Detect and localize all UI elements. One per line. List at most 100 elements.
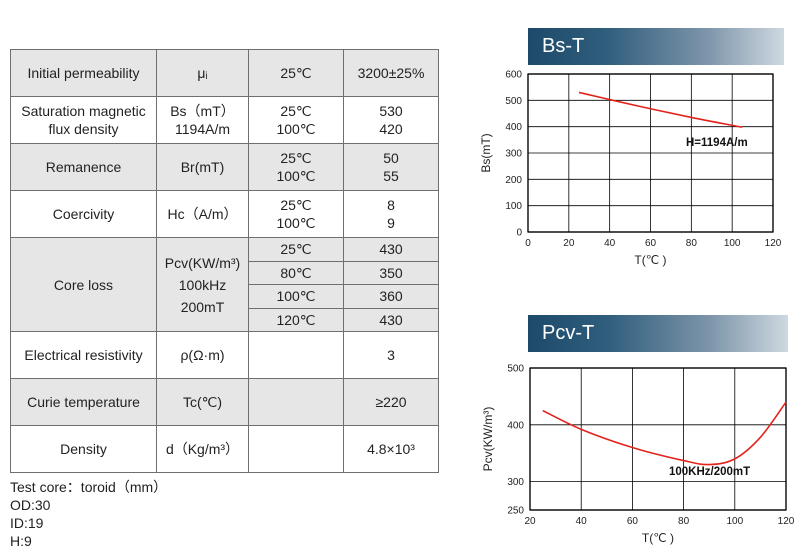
y-tick-label: 500: [507, 364, 524, 375]
x-axis-label: T(℃ ): [642, 531, 674, 545]
symbol-cell: Tc(℃): [156, 378, 249, 426]
value-cell: 4.8×10³: [343, 425, 439, 473]
property-cell: Initial permeability: [10, 49, 157, 97]
condition-value: 100℃: [276, 121, 316, 137]
value-cell: 3200±25%: [343, 49, 439, 97]
symbol-line: Pcv(KW/m³): [164, 254, 241, 271]
table-row: 100℃ 360: [11, 284, 439, 309]
y-tick-label: 600: [505, 70, 522, 81]
table-row: Curie temperature Tc(℃) ≥220: [10, 378, 439, 426]
value-text: 8: [387, 197, 395, 213]
y-axis-label: Bs(mT): [479, 133, 493, 172]
value-cell: 350: [343, 260, 439, 285]
table-row: 80℃ 350: [11, 260, 439, 285]
value-text: 9: [387, 215, 395, 231]
x-tick-label: 60: [627, 516, 639, 527]
chart-annotation: 100KHz/200mT: [669, 466, 750, 478]
condition-cell: 25℃ 100℃: [248, 96, 344, 144]
table-row: Coercivity Hc（A/m） 25℃ 100℃ 8 9: [10, 190, 439, 238]
plot-frame: [527, 73, 774, 233]
x-tick-label: 20: [524, 516, 536, 527]
condition-cell: 25℃ 100℃: [248, 143, 344, 191]
table-row: Initial permeability μᵢ 25℃ 3200±25%: [10, 49, 439, 97]
condition-value: 25℃: [280, 65, 312, 81]
note-line: ID:19: [10, 515, 44, 531]
note-line: H:9: [10, 533, 32, 549]
property-cell: Electrical resistivity: [10, 331, 157, 379]
table-row: Saturation magnetic flux density Bs（mT） 1…: [10, 96, 439, 144]
condition-cell: [248, 425, 344, 473]
condition-cell: [248, 378, 344, 426]
value-text: 50: [383, 150, 399, 166]
property-cell: Density: [10, 425, 157, 473]
series-line: [578, 91, 743, 128]
symbol-cell: d（Kg/m³）: [156, 425, 249, 473]
condition-value: 25℃: [280, 150, 312, 166]
y-tick-label: 300: [505, 149, 522, 160]
bs-t-chart: 0 20 40 60 80 100 120 0 100 200 300 400 500 600 T(℃ ) B…: [479, 70, 782, 268]
condition-value: 25℃: [280, 197, 312, 213]
symbol-cell: ρ(Ω·m): [156, 331, 249, 379]
value-text: 3: [387, 347, 395, 363]
x-tick-label: 120: [778, 516, 795, 527]
y-tick-label: 300: [507, 477, 524, 488]
symbol-cell: Bs（mT） 1194A/m: [156, 96, 249, 144]
value-text: ≥220: [375, 394, 407, 410]
y-tick-label: 250: [507, 506, 524, 517]
series-line: [542, 401, 787, 466]
x-tick-label: 0: [525, 238, 531, 249]
value-text: 4.8×10³: [367, 441, 415, 457]
plot-frame: [529, 367, 787, 511]
condition-cell: 25℃: [248, 49, 344, 97]
condition-cell: 80℃: [248, 260, 344, 285]
property-cell: Coercivity: [10, 190, 157, 238]
y-tick-label: 200: [505, 175, 522, 186]
x-tick-label: 120: [765, 238, 782, 249]
condition-value: 25℃: [280, 103, 312, 119]
x-axis-label: T(℃ ): [634, 253, 666, 267]
pcv-t-chart: 20 40 60 80 100 120 250 300 400 500 T(℃ ) Pcv(KW/m³…: [481, 364, 795, 546]
value-text: 55: [383, 168, 399, 184]
value-cell: 3: [343, 331, 439, 379]
chart-title-pcv: Pcv-T: [528, 315, 788, 352]
value-text: 420: [379, 121, 403, 137]
property-cell: Core loss: [10, 237, 157, 332]
x-tick-label: 20: [563, 238, 575, 249]
properties-table: Initial permeability μᵢ 25℃ 3200±25% Saturat…: [10, 49, 439, 473]
y-tick-label: 400: [505, 122, 522, 133]
chart-annotation: H=1194A/m: [686, 137, 748, 149]
chart-title-bs: Bs-T: [528, 28, 784, 65]
condition-cell: 120℃: [248, 307, 344, 332]
condition-cell: 25℃ 100℃: [248, 190, 344, 238]
condition-value: 100℃: [276, 168, 316, 184]
symbol-cell: μᵢ: [156, 49, 249, 97]
symbol-cell: Pcv(KW/m³) 100kHz 200mT: [156, 237, 249, 332]
property-cell: Saturation magnetic flux density: [10, 96, 157, 144]
table-row: Remanence Br(mT) 25℃ 100℃ 50 55: [10, 143, 439, 191]
y-tick-label: 400: [507, 420, 524, 431]
symbol-cell: Hc（A/m）: [156, 190, 249, 238]
x-tick-label: 40: [576, 516, 588, 527]
value-cell: 360: [343, 284, 439, 309]
test-core-notes: Test core：toroid（mm） OD:30 ID:19 H:9: [10, 478, 167, 550]
value-text: 3200±25%: [357, 65, 425, 81]
x-tick-label: 80: [686, 238, 698, 249]
x-tick-label: 40: [604, 238, 616, 249]
condition-cell: 25℃: [248, 237, 344, 262]
value-cell: 50 55: [343, 143, 439, 191]
y-axis-label: Pcv(KW/m³): [481, 407, 495, 472]
property-cell: Remanence: [10, 143, 157, 191]
condition-value: 100℃: [276, 215, 316, 231]
symbol-line: 200mT: [180, 298, 225, 315]
x-tick-label: 80: [678, 516, 690, 527]
y-tick-label: 100: [505, 201, 522, 212]
note-line: OD:30: [10, 497, 51, 513]
condition-cell: 100℃: [248, 284, 344, 309]
condition-cell: [248, 331, 344, 379]
x-tick-label: 100: [726, 516, 743, 527]
table-row: Core loss Pcv(KW/m³) 100kHz 200mT 25℃ 430: [10, 237, 439, 332]
note-line: Test core：toroid（mm）: [10, 479, 168, 495]
property-cell: Curie temperature: [10, 378, 157, 426]
table-row: Electrical resistivity ρ(Ω·m) 3: [10, 331, 439, 379]
